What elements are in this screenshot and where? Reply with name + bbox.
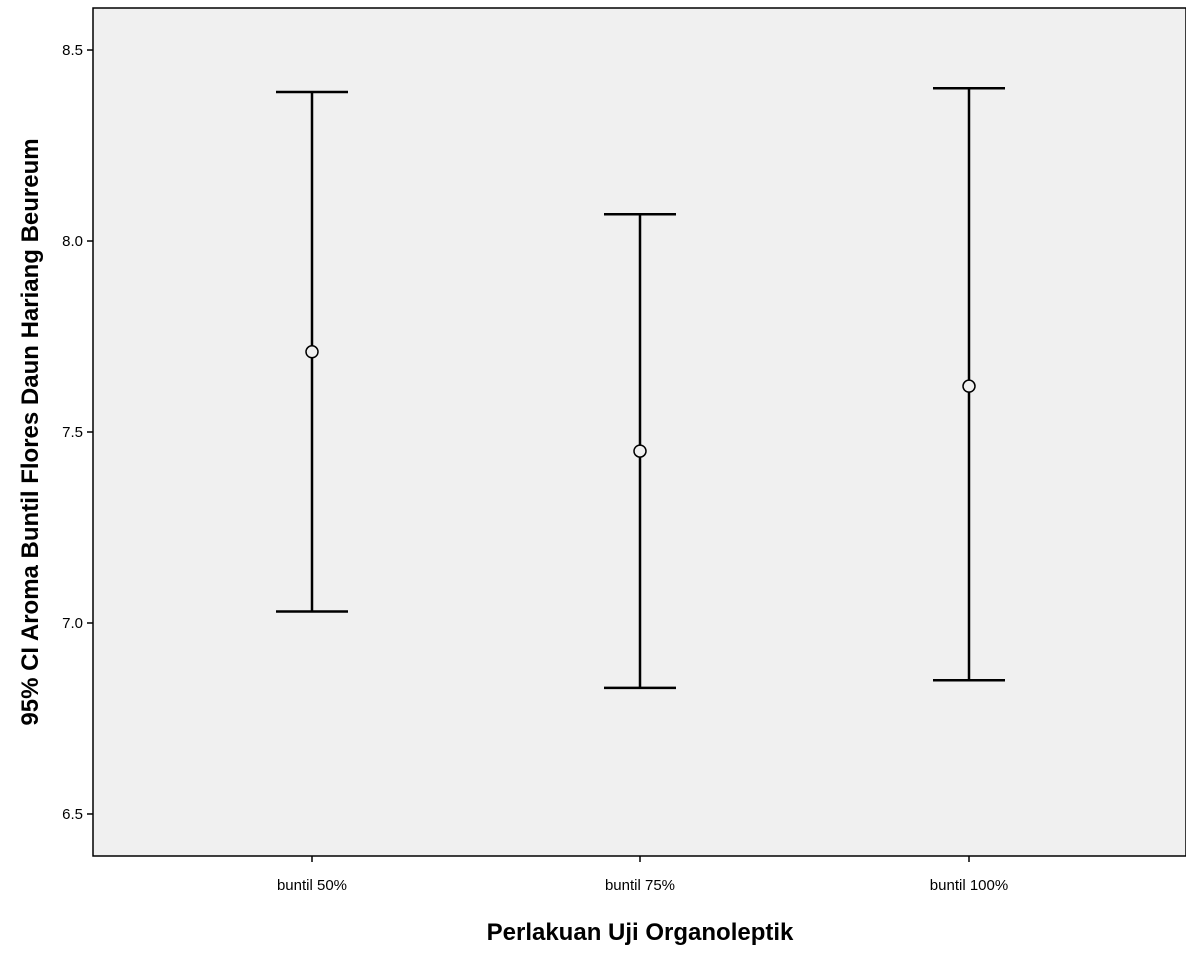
y-tick-label: 7.5 bbox=[62, 424, 83, 441]
x-category-label: buntil 50% bbox=[277, 877, 347, 894]
y-tick-label: 8.5 bbox=[62, 42, 83, 59]
error-bar bbox=[604, 213, 676, 690]
mean-marker bbox=[962, 379, 976, 393]
error-bars bbox=[276, 86, 1005, 690]
y-axis-title: 95% CI Aroma Buntil Flores Daun Hariang … bbox=[17, 138, 44, 725]
x-axis-title: Perlakuan Uji Organoleptik bbox=[487, 919, 794, 946]
x-category-label: buntil 100% bbox=[930, 877, 1008, 894]
y-tick-label: 6.5 bbox=[62, 806, 83, 823]
mean-marker bbox=[305, 345, 319, 359]
y-axis: 6.5 7.0 7.5 8.0 8.5 bbox=[62, 42, 93, 823]
y-tick-label: 7.0 bbox=[62, 615, 83, 632]
x-axis: buntil 50% buntil 75% buntil 100% bbox=[277, 856, 1008, 894]
error-bar bbox=[276, 90, 348, 613]
error-bar bbox=[933, 86, 1005, 682]
mean-marker bbox=[633, 444, 647, 458]
x-category-label: buntil 75% bbox=[605, 877, 675, 894]
y-tick-label: 8.0 bbox=[62, 233, 83, 250]
